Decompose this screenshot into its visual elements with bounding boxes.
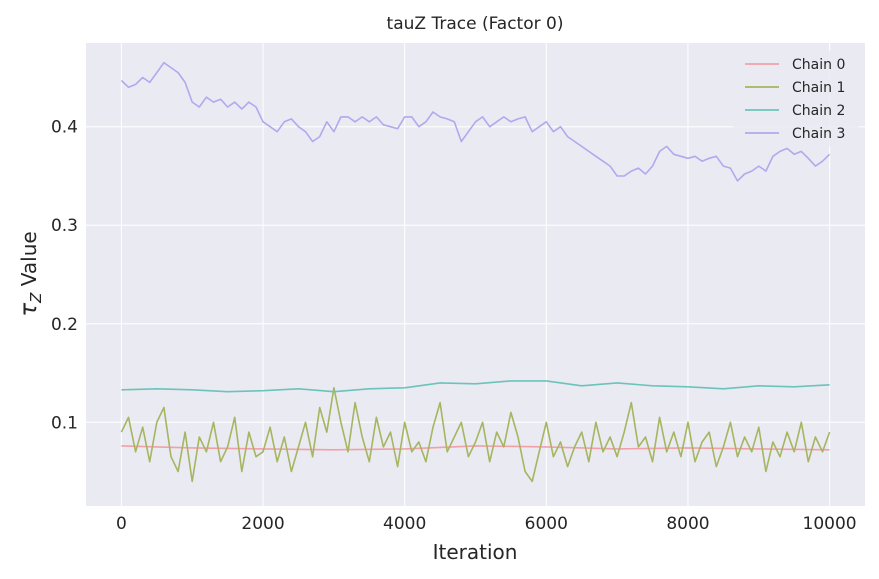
chart-title: tauZ Trace (Factor 0)	[387, 14, 564, 34]
series-line-chain-2	[121, 380, 830, 393]
series-line-chain-1	[120, 386, 831, 483]
y-axis-label-subscript: Z	[27, 292, 45, 304]
series-line-chain-3	[120, 61, 831, 182]
x-axis-label: Iteration	[433, 540, 518, 564]
legend-label-chain-1: Chain 1	[792, 80, 845, 96]
y-axis-label-suffix: Value	[17, 231, 41, 292]
legend-label-chain-0: Chain 0	[792, 57, 845, 73]
series-layer	[120, 61, 831, 483]
x-tick-label: 10000	[803, 514, 857, 534]
x-tick-label: 6000	[525, 514, 568, 534]
x-tick-label: 0	[116, 514, 127, 534]
y-tick-label: 0.1	[51, 413, 78, 433]
x-tick-label: 4000	[383, 514, 426, 534]
y-tick-label: 0.4	[51, 118, 78, 138]
legend-frame	[733, 51, 859, 147]
legend-label-chain-3: Chain 3	[792, 126, 845, 142]
y-tick-label: 0.2	[51, 315, 78, 335]
legend: Chain 0 Chain 1 Chain 2 Chain 3	[733, 51, 859, 147]
y-axis-label-symbol: τ	[16, 303, 42, 317]
x-tick-labels: 0 2000 4000 6000 8000 10000	[116, 514, 857, 534]
y-axis-label: τZ Value	[16, 231, 45, 316]
x-tick-label: 8000	[666, 514, 709, 534]
legend-label-chain-2: Chain 2	[792, 103, 845, 119]
y-tick-label: 0.3	[51, 216, 78, 236]
y-tick-labels: 0.1 0.2 0.3 0.4	[51, 118, 78, 434]
x-tick-label: 2000	[241, 514, 284, 534]
